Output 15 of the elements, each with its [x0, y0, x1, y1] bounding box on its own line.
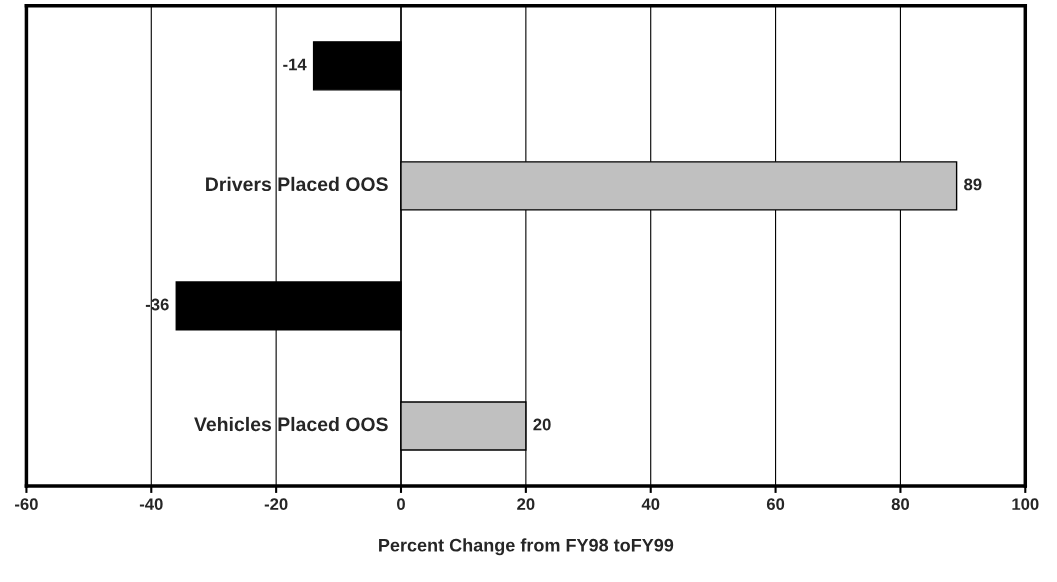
x-tick-label: 0 [397, 498, 405, 511]
x-tick-label: -60 [15, 498, 38, 511]
x-axis-title: Percent Change from FY98 toFY99 [379, 538, 674, 556]
x-tick-label: 40 [641, 498, 660, 511]
data-label: -14 [283, 58, 307, 71]
x-tick-label: 80 [891, 498, 910, 511]
x-tick-label: 20 [517, 498, 535, 511]
x-tick-label: 100 [1012, 498, 1039, 511]
x-tick-label: -40 [139, 498, 163, 511]
data-label: 20 [533, 418, 551, 431]
y-tick-label: Vehicles Placed OOS [194, 416, 388, 432]
x-tick-label: 60 [766, 498, 785, 511]
y-tick-label: Drivers Placed OOS [206, 176, 388, 192]
x-tick-label: -20 [264, 498, 288, 511]
data-label: 89 [964, 178, 982, 191]
